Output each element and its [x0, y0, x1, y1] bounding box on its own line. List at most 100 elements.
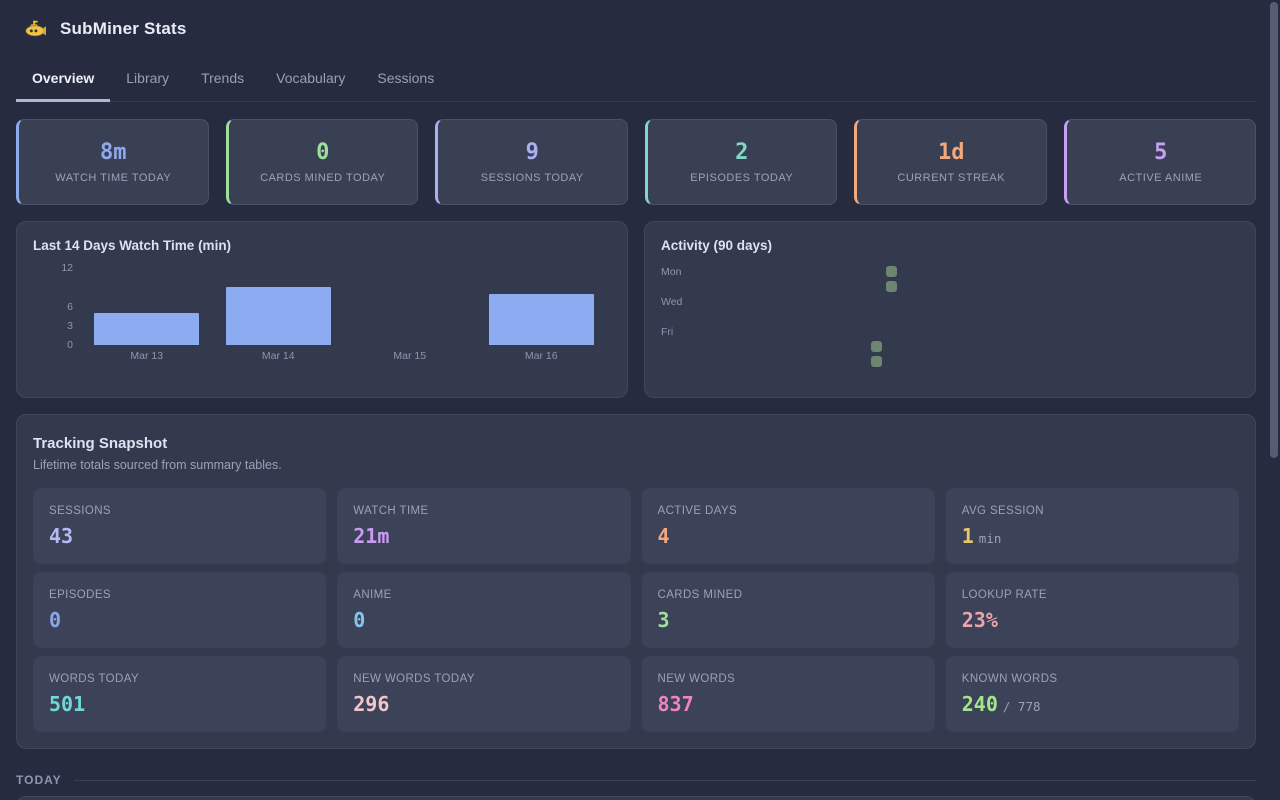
tile-value-row: 1 min [962, 524, 1223, 548]
tile-label: NEW WORDS TODAY [353, 672, 475, 685]
tracking-tile: WORDS TODAY 501 [33, 656, 327, 732]
heatmap-active-cell [886, 281, 897, 292]
tile-value-row: 296 [353, 692, 614, 716]
tracking-tile: LOOKUP RATE 23% [945, 572, 1239, 648]
tracking-tile: AVG SESSION 1 min [945, 488, 1239, 564]
stat-label: ACTIVE ANIME [1119, 172, 1203, 184]
page-title: SubMiner Stats [60, 19, 187, 38]
bar-chart: 0 3 6 12 Mar 13 Mar 14 Mar 15 Mar 16 [33, 261, 611, 369]
heatmap-active-cell [886, 266, 897, 277]
tile-value: 3 [657, 607, 670, 632]
tab-trends[interactable]: Trends [201, 70, 245, 86]
tile-label: LOOKUP RATE [961, 588, 1047, 601]
bar-slot: Mar 14 [213, 261, 345, 362]
stat-value: 0 [316, 140, 330, 165]
tile-value: 296 [353, 691, 390, 716]
submarine-icon [24, 18, 46, 40]
x-axis-label: Mar 15 [393, 350, 427, 362]
heatmap-day-label: Wed [661, 296, 683, 308]
tile-value: 0 [353, 607, 366, 632]
tile-suffix: min [978, 530, 1002, 546]
tracking-tiles: SESSIONS 43 WATCH TIME 21m ACTIVE DAYS 4 AVG S… [33, 488, 1239, 732]
stat-card: 9 SESSIONS TODAY [435, 119, 628, 205]
today-label: TODAY [16, 773, 62, 787]
tab-vocabulary[interactable]: Vocabulary [276, 70, 346, 86]
chart-title: Last 14 Days Watch Time (min) [33, 238, 232, 253]
today-card[interactable] [16, 796, 1256, 800]
tracking-tile: NEW WORDS TODAY 296 [337, 656, 631, 732]
stat-value: 9 [525, 140, 539, 165]
stat-label: SESSIONS TODAY [480, 172, 584, 184]
heatmap-active-cell [871, 341, 882, 352]
tile-value: 0 [49, 607, 62, 632]
heatmap-active-cell [871, 356, 882, 367]
y-axis-tick: 6 [67, 300, 73, 313]
tile-value: 21m [353, 523, 390, 548]
activity-title: Activity (90 days) [661, 238, 773, 253]
bar-slot: Mar 13 [81, 261, 213, 362]
tile-value-row: 23% [962, 608, 1223, 632]
y-axis-tick: 3 [67, 319, 73, 332]
stat-label: EPISODES TODAY [690, 172, 794, 184]
tile-label: AVG SESSION [961, 504, 1044, 517]
bar-mar-13 [94, 312, 200, 345]
app-header: SubMiner Stats [16, 16, 1256, 40]
stat-value: 5 [1154, 140, 1168, 165]
tracking-tile: KNOWN WORDS 240/ 778 [945, 656, 1239, 732]
activity-heatmap-panel: Activity (90 days) Mon Wed Fri [644, 221, 1256, 398]
scrollbar[interactable] [1266, 0, 1280, 800]
tab-sessions[interactable]: Sessions [377, 70, 435, 86]
y-axis-tick: 0 [67, 339, 73, 351]
stat-card-row: 8m WATCH TIME TODAY 0 CARDS MINED TODAY 9 SES… [16, 119, 1256, 205]
scrollbar-thumb[interactable] [1270, 2, 1278, 458]
tile-label: ANIME [353, 588, 392, 601]
bar-mar-16 [488, 293, 594, 345]
bar-mar-14 [225, 287, 331, 345]
tile-value-row: 4 [658, 524, 919, 548]
tile-value: 43 [49, 523, 74, 548]
tracking-tile: ACTIVE DAYS 4 [641, 488, 935, 564]
tracking-tile: CARDS MINED 3 [641, 572, 935, 648]
tile-value: 4 [657, 523, 670, 548]
stat-value: 2 [735, 140, 749, 165]
tab-library[interactable]: Library [126, 70, 170, 86]
tracking-snapshot-panel: Tracking Snapshot Lifetime totals source… [16, 414, 1256, 749]
heatmap-day-label: Fri [661, 326, 674, 338]
tile-label: NEW WORDS [657, 672, 736, 685]
stat-card: 1d CURRENT STREAK [854, 119, 1047, 205]
x-axis-label: Mar 16 [524, 350, 558, 362]
heatmap-day-label: Mon [661, 266, 682, 278]
y-axis-tick: 12 [61, 262, 73, 275]
tile-suffix: / 778 [1002, 698, 1041, 714]
stat-value: 1d [938, 140, 965, 165]
bar-slot: Mar 16 [476, 261, 608, 362]
stat-label: CARDS MINED TODAY [260, 172, 386, 184]
tab-overview[interactable]: Overview [16, 60, 111, 102]
tile-value: 23% [961, 607, 998, 632]
activity-heatmap: Mon Wed Fri [661, 266, 1239, 376]
tile-value-row: 501 [49, 692, 310, 716]
plot-area: Mar 13 Mar 14 Mar 15 Mar 16 [81, 261, 608, 362]
tile-value: 837 [657, 691, 694, 716]
tracking-tile: NEW WORDS 837 [641, 656, 935, 732]
today-section-header: TODAY [16, 773, 1256, 787]
tracking-tile: SESSIONS 43 [33, 488, 327, 564]
stat-card: 0 CARDS MINED TODAY [225, 119, 418, 205]
tile-value-row: 0 [49, 608, 310, 632]
stat-card: 8m WATCH TIME TODAY [16, 119, 209, 205]
tile-value-row: 21m [353, 524, 614, 548]
tab-bar: Overview Library Trends Vocabulary Sessions [16, 60, 1256, 102]
tracking-tile: EPISODES 0 [33, 572, 327, 648]
tile-label: KNOWN WORDS [961, 672, 1058, 685]
tile-value: 240 [961, 691, 998, 716]
stat-label: CURRENT STREAK [897, 172, 1006, 184]
charts-row: Last 14 Days Watch Time (min) 0 3 6 12 Mar 1… [16, 221, 1256, 398]
tile-label: CARDS MINED [657, 588, 743, 601]
today-divider [73, 779, 1256, 781]
stat-label: WATCH TIME TODAY [55, 172, 172, 184]
stat-card: 5 ACTIVE ANIME [1063, 119, 1256, 205]
stat-value: 8m [100, 140, 127, 165]
tile-label: WATCH TIME [353, 504, 429, 517]
tile-label: ACTIVE DAYS [657, 504, 738, 517]
